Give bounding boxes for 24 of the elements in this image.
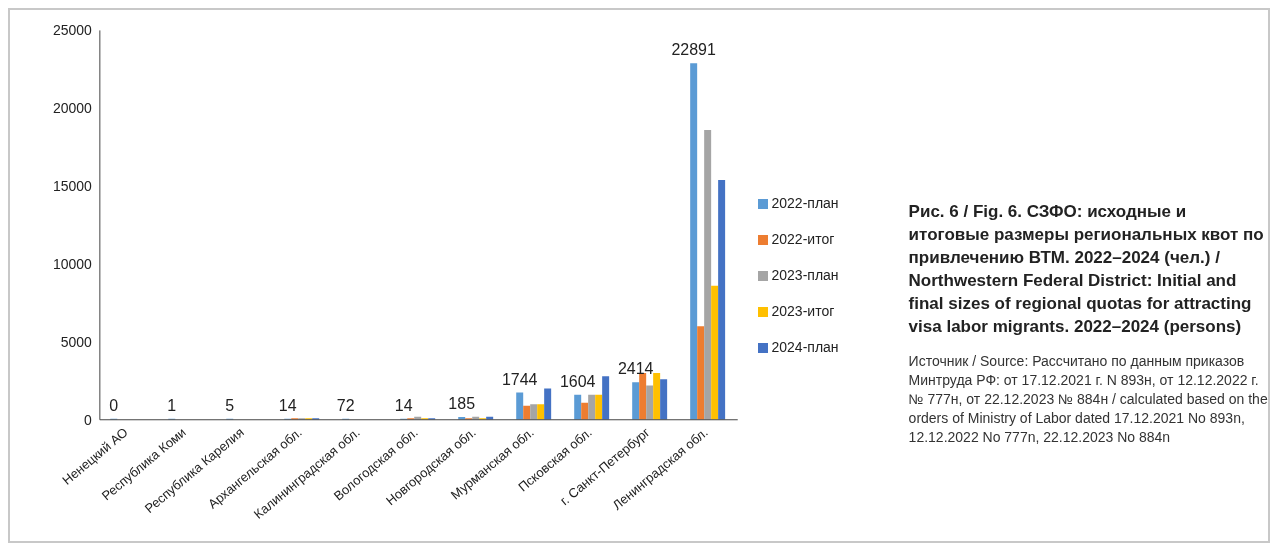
- y-tick-label: 5000: [60, 333, 93, 350]
- text: Рис. 6 / Fig. 6. СЗФО: исходные и итоговые размеры региональных квот по привлечению ВТМ. 2022–2024 (чел.) / Northwestern Federal District: Initial and final sizes of regional quotas for attracting visa labor migrants. 2022–2024 (persons): [908, 201, 1265, 338]
- data-label: 2414: [617, 360, 654, 378]
- y-tick-label: 0: [84, 411, 93, 428]
- data-label: 1: [167, 396, 177, 414]
- data-label: 0: [109, 396, 119, 414]
- data-label: 1744: [501, 370, 538, 388]
- data-label: 22891: [671, 41, 716, 59]
- data-label: 72: [336, 396, 355, 414]
- legend-label: 2023-план: [771, 267, 839, 283]
- legend-label: 2022-итог: [771, 231, 835, 247]
- data-label: 5: [225, 396, 235, 414]
- legend-label: 2024-план: [771, 339, 839, 355]
- legend-label: 2022-план: [771, 195, 839, 211]
- legend-label: 2023-итог: [771, 303, 835, 319]
- text: Источник / Source: Рассчитано по данным приказов Минтруда РФ: от 17.12.2021 г. N 893н, от 12.12.2022 г. № 777н, от 22.12.2023 № 884н / calculated based on the orders of Ministry of Labor dated 17.12.2021 No 893n, 12.12.2022 No 777n, 22.12.2023 No 884n: [908, 352, 1268, 447]
- y-tick-label: 15000: [53, 178, 93, 195]
- data-label: 1604: [559, 372, 596, 390]
- y-tick-label: 25000: [53, 22, 93, 39]
- data-label: 185: [448, 394, 476, 412]
- y-tick-label: 20000: [53, 100, 93, 117]
- y-tick-label: 10000: [53, 255, 93, 272]
- data-label: 14: [278, 396, 297, 414]
- data-label: 14: [394, 396, 413, 414]
